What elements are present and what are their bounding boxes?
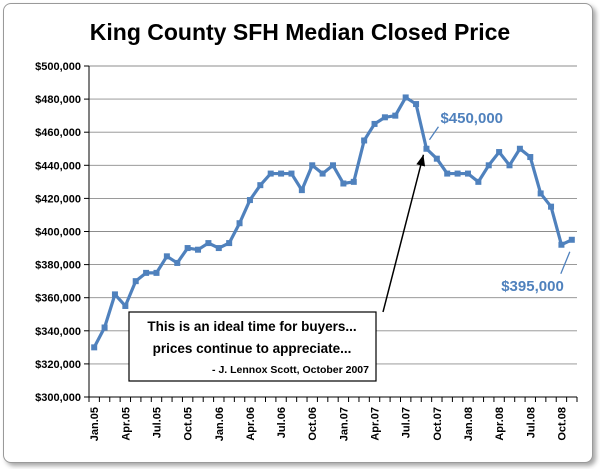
data-point: [184, 245, 191, 252]
callout-label-1: $450,000: [440, 110, 503, 127]
data-point: [309, 162, 316, 169]
x-tick-label: Apr.06: [245, 407, 257, 441]
x-tick-label: Apr.07: [370, 407, 382, 441]
data-point: [278, 170, 285, 177]
x-tick-label: Oct.05: [183, 407, 195, 441]
quote-attribution: - J. Lennox Scott, October 2007: [212, 364, 369, 376]
y-tick-label: $440,000: [35, 160, 81, 172]
data-point: [475, 178, 482, 185]
data-point: [319, 170, 326, 177]
chart-title: King County SFH Median Closed Price: [90, 19, 510, 45]
quote-arrow-head: [416, 154, 426, 167]
data-point: [153, 269, 160, 276]
data-point: [205, 240, 212, 247]
x-tick-label: Jan.06: [214, 407, 226, 441]
data-point: [381, 114, 388, 121]
data-point: [122, 302, 129, 309]
data-point: [402, 94, 409, 101]
y-tick-label: $320,000: [35, 359, 81, 371]
y-tick-label: $340,000: [35, 326, 81, 338]
callout-leader-1: [428, 126, 439, 141]
quote-line-1: This is an ideal time for buyers...: [147, 319, 356, 334]
data-point: [558, 241, 565, 248]
quote-line-2: prices continue to appreciate...: [153, 341, 352, 356]
data-point: [143, 269, 150, 276]
y-tick-label: $480,000: [35, 94, 81, 106]
quote-arrow-line: [382, 154, 425, 313]
data-point: [496, 149, 503, 156]
data-point: [485, 162, 492, 169]
data-point: [423, 145, 430, 152]
callout-label-2: $395,000: [501, 278, 564, 295]
callout-leader-2: [560, 251, 571, 275]
data-point: [433, 155, 440, 162]
y-tick-label: $400,000: [35, 227, 81, 239]
y-tick-label: $420,000: [35, 193, 81, 205]
annotations: $450,000 $395,000: [382, 110, 571, 313]
data-point: [298, 187, 305, 194]
x-tick-label: Jan.07: [338, 407, 350, 441]
data-point: [236, 220, 243, 227]
x-axis-ticks: Jan.05 Apr.05 Jul.05 Oct.05 Jan.06 Apr.06 Jul.…: [88, 397, 578, 441]
data-point: [464, 170, 471, 177]
data-point: [361, 137, 368, 144]
data-point: [132, 278, 139, 285]
data-point: [568, 236, 575, 243]
data-point: [537, 190, 544, 197]
series-line: [92, 95, 573, 349]
data-point: [516, 145, 523, 152]
x-tick-label: Oct.07: [432, 407, 444, 441]
data-point: [163, 253, 170, 260]
y-tick-label: $360,000: [35, 293, 81, 305]
data-point: [91, 344, 98, 351]
data-point: [111, 291, 118, 298]
data-point: [174, 259, 181, 266]
data-point: [257, 182, 264, 189]
x-tick-label: Oct.08: [556, 407, 568, 441]
data-point: [371, 120, 378, 127]
data-point: [288, 170, 295, 177]
chart-frame: [3, 3, 593, 463]
y-axis-ticks: $300,000 $320,000 $340,000 $360,000 $380,000…: [35, 61, 89, 404]
data-point: [340, 180, 347, 187]
data-point: [350, 178, 357, 185]
data-point: [506, 162, 513, 169]
data-point: [246, 197, 253, 204]
data-point: [330, 162, 336, 169]
data-point: [548, 203, 555, 210]
y-tick-label: $300,000: [35, 392, 81, 404]
data-point: [215, 245, 222, 252]
x-tick-label: Jul.05: [151, 407, 163, 438]
x-tick-label: Jan.08: [463, 407, 475, 441]
x-tick-label: Oct.06: [307, 407, 319, 441]
data-point: [454, 170, 461, 177]
data-point: [413, 101, 420, 108]
y-tick-label: $380,000: [35, 260, 81, 272]
data-point: [267, 170, 274, 177]
data-point: [444, 170, 451, 177]
data-point: [101, 324, 108, 331]
x-tick-label: Jul.06: [276, 407, 288, 438]
quote-box: This is an ideal time for buyers... pric…: [128, 311, 377, 382]
data-point: [195, 246, 202, 253]
data-point: [392, 112, 399, 119]
axes: [88, 66, 577, 398]
x-tick-label: Apr.08: [494, 407, 506, 441]
quote-box-border: [128, 311, 377, 382]
series-median-price: [91, 94, 575, 351]
data-point: [226, 240, 233, 247]
y-tick-label: $500,000: [35, 61, 81, 73]
data-point: [527, 154, 534, 161]
x-tick-label: Apr.05: [120, 407, 132, 441]
y-tick-label: $460,000: [35, 127, 81, 139]
x-tick-label: Jul.07: [401, 407, 413, 438]
x-tick-label: Jan.05: [89, 407, 101, 441]
x-tick-label: Jul.08: [525, 407, 537, 438]
